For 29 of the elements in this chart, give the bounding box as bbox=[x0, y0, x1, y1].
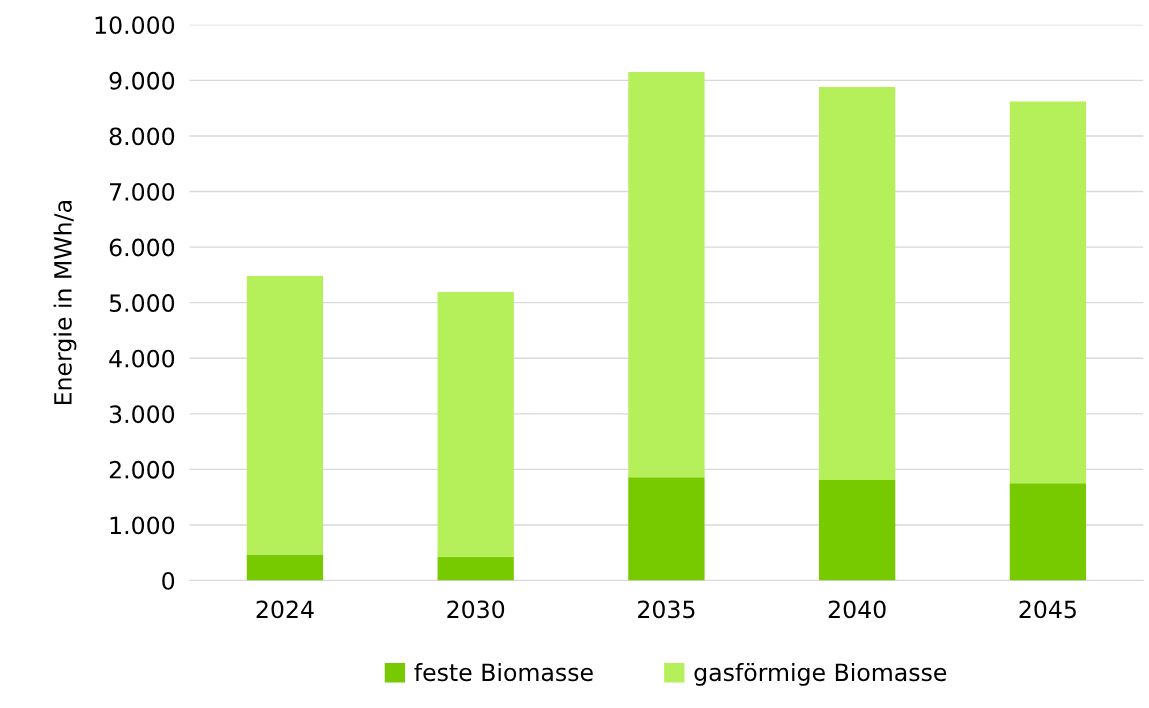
bar bbox=[437, 292, 514, 557]
bar bbox=[437, 556, 514, 581]
y-tick-label: 5.000 bbox=[109, 294, 175, 312]
x-tick-label: 2035 bbox=[638, 600, 695, 619]
y-tick-label: 9.000 bbox=[109, 71, 175, 90]
y-tick-label: 7.000 bbox=[110, 182, 175, 201]
y-tick-label: 3.000 bbox=[109, 405, 175, 424]
y-tick-label: 8.000 bbox=[109, 127, 175, 146]
y-tick-label: 6.000 bbox=[109, 238, 175, 257]
bar bbox=[819, 87, 896, 480]
y-tick-label: 2.000 bbox=[109, 460, 175, 479]
bar bbox=[246, 275, 324, 555]
bar bbox=[819, 479, 896, 581]
bar bbox=[1009, 483, 1087, 581]
legend-label: feste Biomasse bbox=[414, 662, 593, 682]
x-tick-label: 2024 bbox=[256, 600, 314, 619]
bar bbox=[628, 72, 705, 478]
y-axis-title: Energie in MWh/a bbox=[53, 201, 77, 405]
bar bbox=[246, 554, 324, 581]
y-tick-label: 10.000 bbox=[95, 16, 175, 35]
y-tick-label: 4.000 bbox=[109, 349, 175, 368]
y-tick-label: 0 bbox=[162, 572, 175, 590]
legend-label: gasförmige Biomasse bbox=[694, 662, 947, 686]
y-tick-label: 1.000 bbox=[110, 516, 175, 535]
bar bbox=[1009, 101, 1087, 484]
bar bbox=[628, 477, 705, 581]
x-tick-label: 2040 bbox=[828, 600, 886, 619]
x-tick-label: 2030 bbox=[447, 600, 505, 619]
x-tick-label: 2045 bbox=[1019, 600, 1076, 619]
